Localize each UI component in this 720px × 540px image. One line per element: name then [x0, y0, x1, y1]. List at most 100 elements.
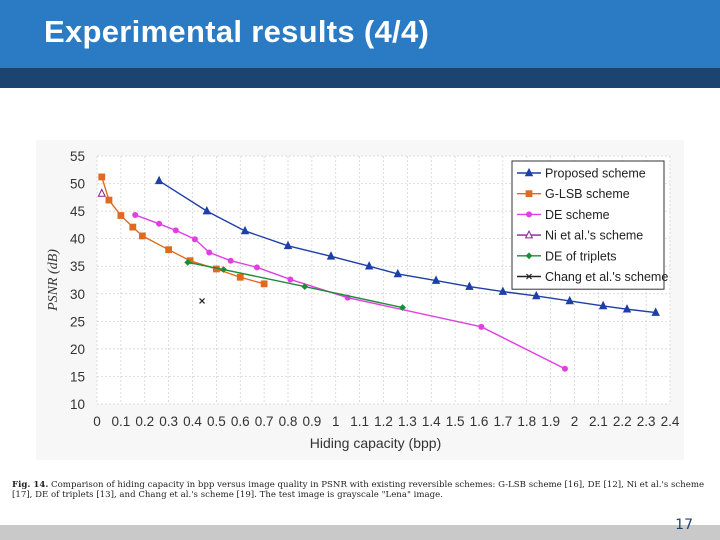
series-line-g-lsb-scheme	[101, 176, 265, 285]
caption-text: Comparison of hiding capacity in bpp ver…	[12, 480, 705, 500]
data-point-g-lsb-scheme	[117, 212, 125, 219]
x-tick-label: 0.4	[183, 414, 202, 429]
y-tick-label: 45	[70, 204, 85, 219]
legend-marker-g-lsb-scheme	[525, 190, 533, 198]
x-tick-label: 2.2	[613, 414, 632, 429]
legend-marker-proposed-scheme	[524, 167, 534, 177]
data-point-proposed-scheme	[598, 300, 608, 310]
data-point-g-lsb-scheme	[212, 265, 220, 273]
series-g-lsb-scheme	[98, 173, 268, 288]
data-point-proposed-scheme	[154, 175, 164, 185]
legend-label-ni-et-al-s-scheme: Ni et al.'s scheme	[545, 229, 643, 243]
footer-bar	[0, 525, 720, 540]
data-point-proposed-scheme	[326, 251, 336, 260]
x-tick-label: 1.5	[446, 414, 465, 429]
data-point-proposed-scheme	[202, 205, 212, 215]
series-line-de-of-triplets	[187, 261, 403, 309]
x-tick-label: 0	[93, 414, 101, 429]
x-tick-label: 1.7	[493, 414, 512, 429]
data-point-g-lsb-scheme	[129, 223, 137, 231]
data-point-proposed-scheme	[431, 275, 441, 284]
x-tick-label: 0.3	[159, 414, 178, 429]
chart-legend: Proposed scheme G-LSB scheme DE scheme Ni e…	[511, 160, 668, 290]
data-point-de-scheme	[191, 236, 198, 243]
data-point-ni-et-al-s-scheme	[97, 188, 106, 197]
data-point-proposed-scheme	[532, 290, 541, 300]
x-tick-label: 0.8	[279, 414, 298, 429]
x-tick-label: 1.8	[517, 414, 536, 429]
title-bar	[0, 0, 720, 68]
y-tick-label: 30	[70, 287, 85, 302]
data-point-proposed-scheme	[651, 307, 660, 316]
data-point-proposed-scheme	[498, 286, 508, 295]
y-tick-label: 25	[70, 314, 85, 329]
x-tick-label: 0.7	[255, 414, 274, 429]
data-point-de-of-triplets	[399, 304, 406, 311]
data-point-g-lsb-scheme	[165, 246, 173, 254]
data-point-chang-et-al-s-scheme	[199, 298, 205, 304]
data-point-de-scheme	[156, 220, 163, 227]
data-point-de-scheme	[287, 276, 294, 283]
legend-label-de-scheme: DE scheme	[545, 208, 610, 222]
data-point-de-scheme	[132, 211, 139, 218]
series-chang-et-al-s-scheme	[199, 298, 205, 304]
legend-box	[511, 160, 665, 290]
data-point-proposed-scheme	[364, 261, 374, 270]
data-point-proposed-scheme	[240, 225, 250, 235]
data-point-proposed-scheme	[565, 295, 574, 305]
data-point-g-lsb-scheme	[236, 273, 244, 281]
slide-title: Experimental results (4/4)	[44, 14, 430, 49]
x-tick-label: 1.3	[398, 414, 417, 429]
legend-marker-de-scheme	[526, 211, 532, 218]
data-point-g-lsb-scheme	[138, 232, 146, 240]
legend-marker-de-of-triplets	[525, 252, 533, 260]
x-axis-label: Hiding capacity (bpp)	[310, 435, 442, 451]
data-point-de-scheme	[561, 365, 568, 372]
x-tick-label: 0.9	[302, 414, 321, 429]
x-tick-label: 1.1	[350, 414, 369, 429]
y-tick-label: 35	[70, 259, 85, 274]
x-tick-label: 1.2	[374, 414, 393, 429]
x-tick-label: 0.1	[111, 414, 130, 429]
y-tick-label: 55	[70, 149, 85, 164]
data-point-de-scheme	[478, 323, 485, 330]
series-proposed-scheme	[154, 175, 660, 316]
data-point-proposed-scheme	[465, 281, 474, 290]
x-tick-label: 2.4	[661, 414, 680, 429]
legend-label-g-lsb-scheme: G-LSB scheme	[545, 187, 630, 201]
y-tick-label: 10	[70, 397, 85, 412]
y-tick-label: 15	[70, 369, 85, 384]
y-tick-label: 40	[70, 232, 85, 247]
legend-marker-ni-et-al-s-scheme	[524, 229, 534, 239]
figure-caption: Fig. 14. Comparison of hiding capacity i…	[12, 480, 712, 500]
series-de-of-triplets	[184, 258, 406, 311]
data-point-de-scheme	[253, 264, 260, 271]
caption-label: Fig. 14.	[12, 480, 49, 490]
series-ni-et-al-s-scheme	[97, 188, 106, 197]
x-tick-label: 2.1	[589, 414, 608, 429]
data-point-de-scheme	[206, 249, 213, 256]
legend-label-de-of-triplets: DE of triplets	[545, 249, 617, 263]
y-tick-label: 50	[70, 177, 85, 192]
x-tick-label: 1.4	[422, 414, 441, 429]
x-tick-label: 1.9	[541, 414, 560, 429]
x-tick-label: 0.2	[135, 414, 154, 429]
x-tick-label: 1	[332, 414, 340, 429]
data-point-g-lsb-scheme	[105, 196, 113, 204]
data-point-proposed-scheme	[622, 304, 632, 313]
x-tick-label: 1.6	[470, 414, 489, 429]
data-point-g-lsb-scheme	[260, 280, 268, 288]
x-tick-label: 0.5	[207, 414, 226, 429]
y-axis-label: PSNR (dB)	[46, 249, 61, 312]
title-stripe	[0, 68, 720, 88]
data-point-proposed-scheme	[283, 240, 293, 250]
x-tick-label: 0.6	[231, 414, 250, 429]
data-point-de-scheme	[227, 257, 234, 264]
data-point-g-lsb-scheme	[98, 173, 106, 181]
data-point-de-of-triplets	[184, 258, 192, 266]
legend-marker-chang-et-al-s-scheme	[526, 273, 532, 280]
data-point-de-scheme	[172, 227, 179, 234]
legend-label-chang-et-al-s-scheme: Chang et al.'s scheme	[545, 270, 668, 284]
page-number: 17	[675, 517, 693, 533]
